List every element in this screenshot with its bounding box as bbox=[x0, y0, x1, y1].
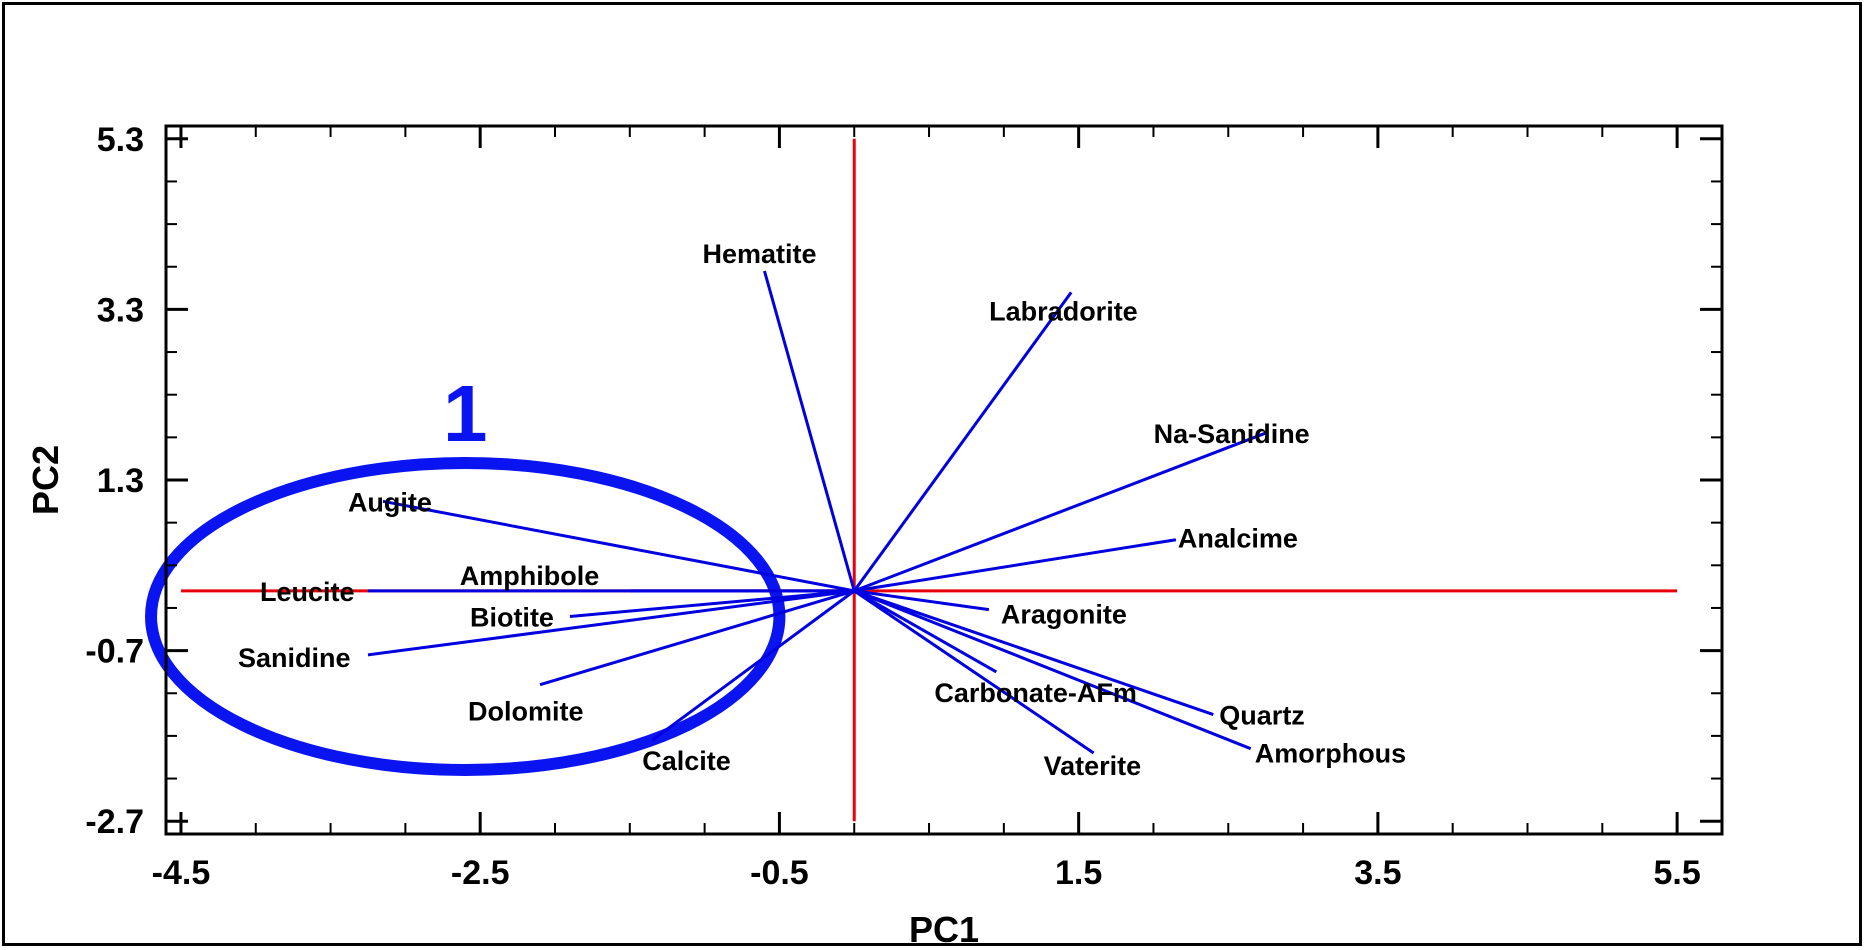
x-tick-label: -0.5 bbox=[750, 854, 809, 892]
y-tick-label: 5.3 bbox=[97, 121, 144, 159]
vector-aragonite bbox=[854, 589, 990, 612]
vector-na-sanidine bbox=[853, 431, 1267, 593]
x-axis-label: PC1 bbox=[909, 909, 979, 950]
x-tick-label: 5.5 bbox=[1653, 854, 1700, 892]
vector-label-vaterite: Vaterite bbox=[1044, 751, 1142, 781]
group-ellipse bbox=[145, 456, 786, 777]
vector-label-leucite: Leucite bbox=[260, 577, 355, 607]
x-tick-label: -4.5 bbox=[152, 854, 211, 892]
vector-label-na-sanidine: Na-Sanidine bbox=[1154, 419, 1310, 449]
vector-calcite bbox=[651, 589, 856, 742]
vector-amorphous bbox=[853, 589, 1252, 751]
vector-analcime bbox=[853, 538, 1177, 593]
x-tick-label: -2.5 bbox=[451, 854, 510, 892]
vector-label-amphibole: Amphibole bbox=[460, 561, 600, 591]
vector-labradorite bbox=[853, 291, 1073, 592]
vector-label-analcime: Analcime bbox=[1178, 524, 1298, 554]
vector-dolomite bbox=[539, 589, 855, 687]
vector-label-labradorite: Labradorite bbox=[989, 296, 1138, 326]
vector-label-sanidine: Sanidine bbox=[238, 643, 351, 673]
group-label: 1 bbox=[443, 369, 488, 458]
vector-label-quartz: Quartz bbox=[1219, 701, 1305, 731]
vector-augite bbox=[382, 499, 855, 593]
plot-area bbox=[164, 124, 1724, 836]
y-axis-label: PC2 bbox=[25, 445, 66, 515]
vector-vaterite bbox=[853, 589, 1095, 755]
vector-biotite bbox=[569, 589, 855, 618]
vector-label-carbonate-afm: Carbonate-AFm bbox=[934, 678, 1137, 708]
vector-quartz bbox=[853, 589, 1214, 716]
y-tick-label: -2.7 bbox=[85, 803, 144, 841]
x-tick-label: 3.5 bbox=[1354, 854, 1401, 892]
vector-sanidine bbox=[367, 589, 855, 657]
vector-label-amorphous: Amorphous bbox=[1255, 739, 1407, 769]
vector-label-augite: Augite bbox=[348, 487, 432, 517]
vector-hematite bbox=[763, 270, 856, 592]
y-tick-label: -0.7 bbox=[85, 633, 144, 671]
x-tick-label: 1.5 bbox=[1055, 854, 1102, 892]
y-tick-label: 3.3 bbox=[97, 291, 144, 329]
vector-label-calcite: Calcite bbox=[642, 746, 731, 776]
vector-label-hematite: Hematite bbox=[702, 239, 816, 269]
vector-label-biotite: Biotite bbox=[470, 602, 554, 632]
vector-label-dolomite: Dolomite bbox=[468, 697, 584, 727]
vector-label-aragonite: Aragonite bbox=[1001, 600, 1127, 630]
y-tick-label: 1.3 bbox=[97, 462, 144, 500]
vector-carbonate-afm bbox=[853, 589, 998, 674]
